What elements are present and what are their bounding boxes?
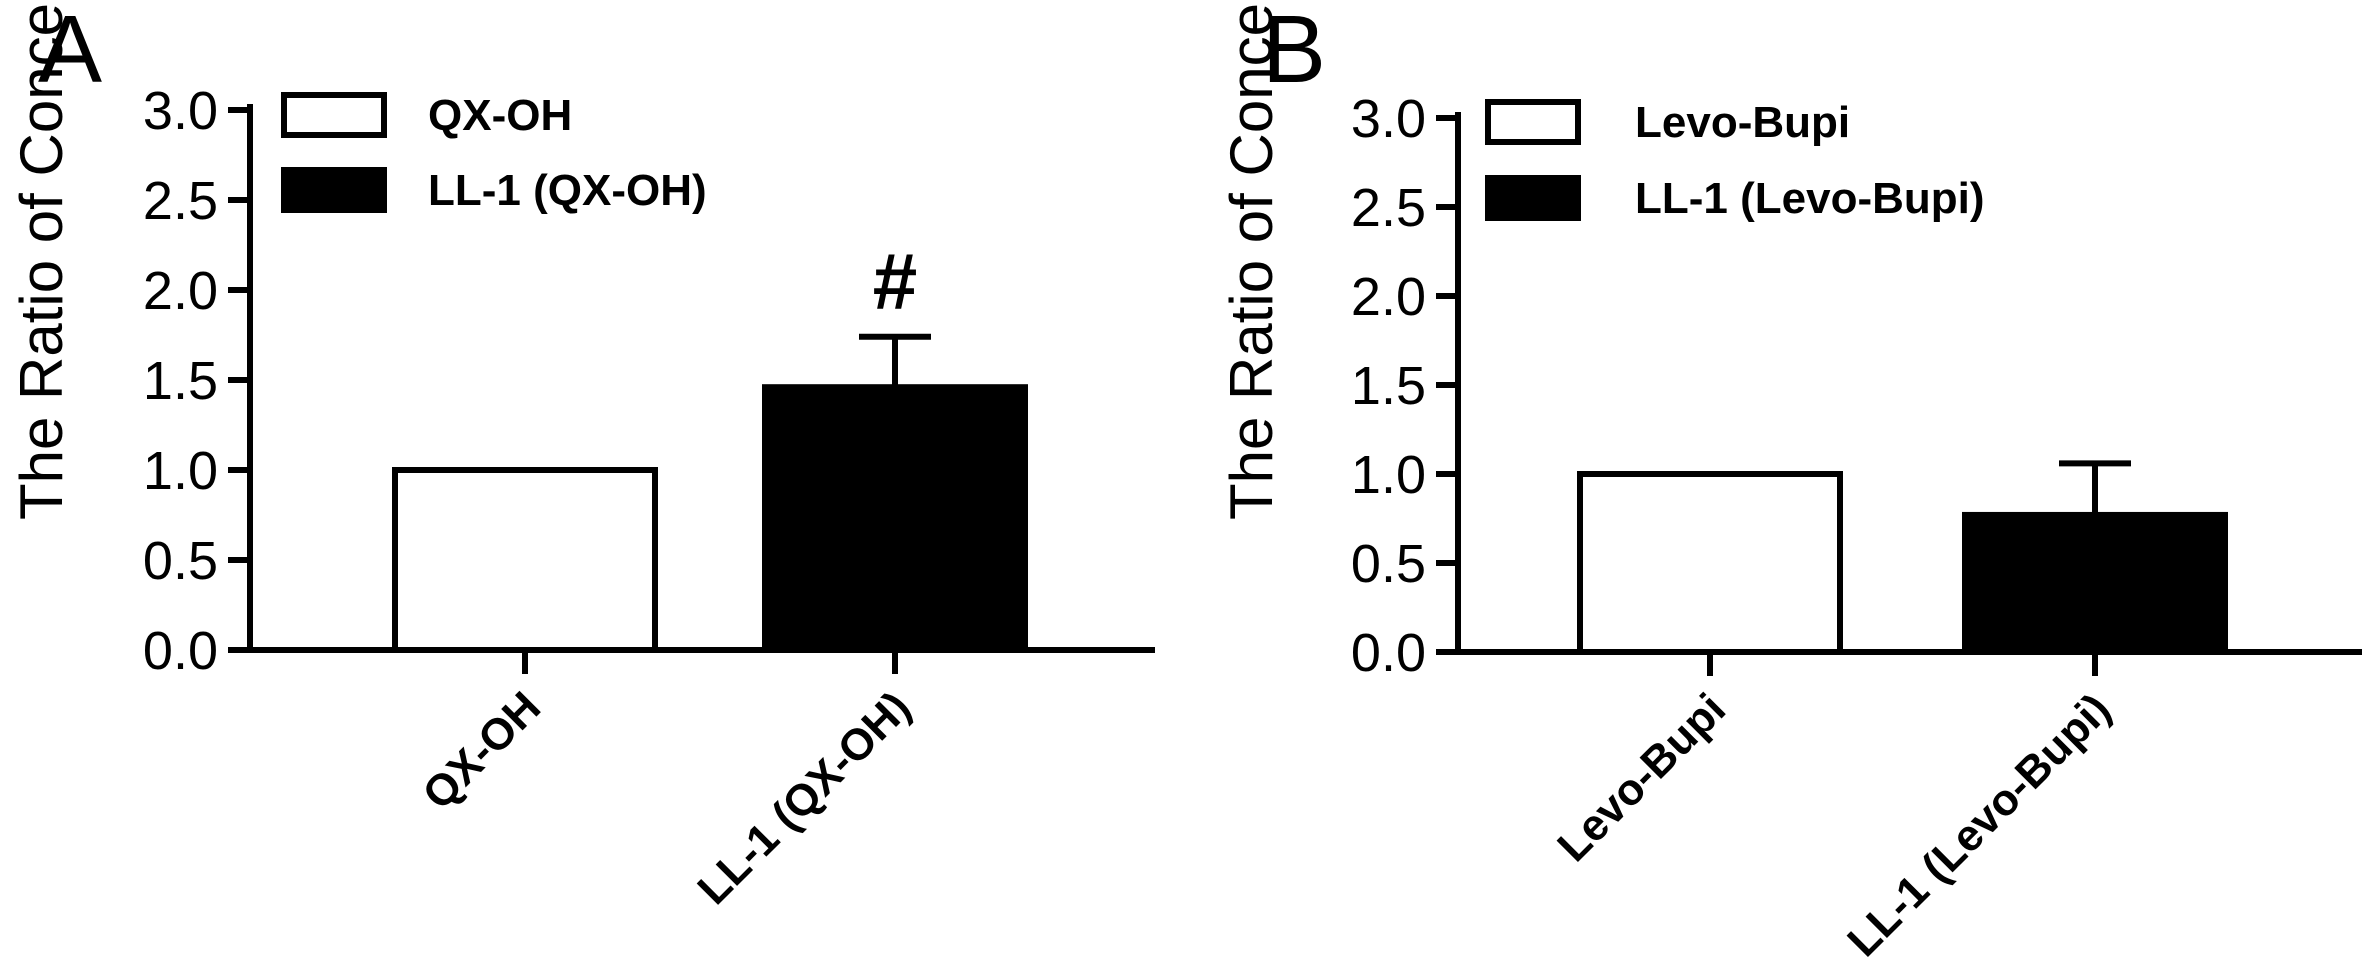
bar xyxy=(762,384,1028,653)
y-tick-label: 0.0 xyxy=(1351,623,1426,683)
y-tick-label: 2.5 xyxy=(143,171,218,231)
y-tick-label: 0.5 xyxy=(143,531,218,591)
y-axis-label: The Ratio of Concentration xyxy=(8,0,75,520)
panel-letter: A xyxy=(38,0,102,103)
x-category-label: QX-OH xyxy=(413,682,550,819)
legend-swatch xyxy=(1485,175,1581,221)
y-tick-label: 2.5 xyxy=(1351,178,1426,238)
y-tick-label: 2.0 xyxy=(1351,267,1426,327)
y-tick-label: 2.0 xyxy=(143,261,218,321)
legend-swatch xyxy=(281,92,387,138)
x-category-label: Levo-Bupi xyxy=(1548,684,1735,871)
legend-entry: QX-OH xyxy=(428,91,572,140)
significance-mark: # xyxy=(873,237,918,326)
y-tick-label: 0.5 xyxy=(1351,534,1426,594)
legend-entry: Levo-Bupi xyxy=(1635,98,1850,147)
bar xyxy=(392,467,658,653)
x-category-label: LL-1 (QX-OH) xyxy=(688,682,920,914)
legend-entry: LL-1 (Levo-Bupi) xyxy=(1635,174,1985,223)
panel-letter: B xyxy=(1262,0,1326,103)
y-tick-label: 1.0 xyxy=(1351,445,1426,505)
y-tick-label: 3.0 xyxy=(1351,89,1426,149)
y-tick-label: 1.5 xyxy=(143,351,218,411)
y-axis-label: The Ratio of Concentration xyxy=(1218,0,1285,520)
y-tick-label: 1.0 xyxy=(143,441,218,501)
legend-swatch xyxy=(1485,99,1581,145)
legend-swatch xyxy=(281,167,387,213)
bar xyxy=(1962,511,2228,655)
bar xyxy=(1577,471,1843,655)
y-tick-label: 0.0 xyxy=(143,621,218,681)
x-category-label: LL-1 (Levo-Bupi) xyxy=(1838,684,2120,966)
y-tick-label: 3.0 xyxy=(143,81,218,141)
y-tick-label: 1.5 xyxy=(1351,356,1426,416)
legend-entry: LL-1 (QX-OH) xyxy=(428,166,707,215)
